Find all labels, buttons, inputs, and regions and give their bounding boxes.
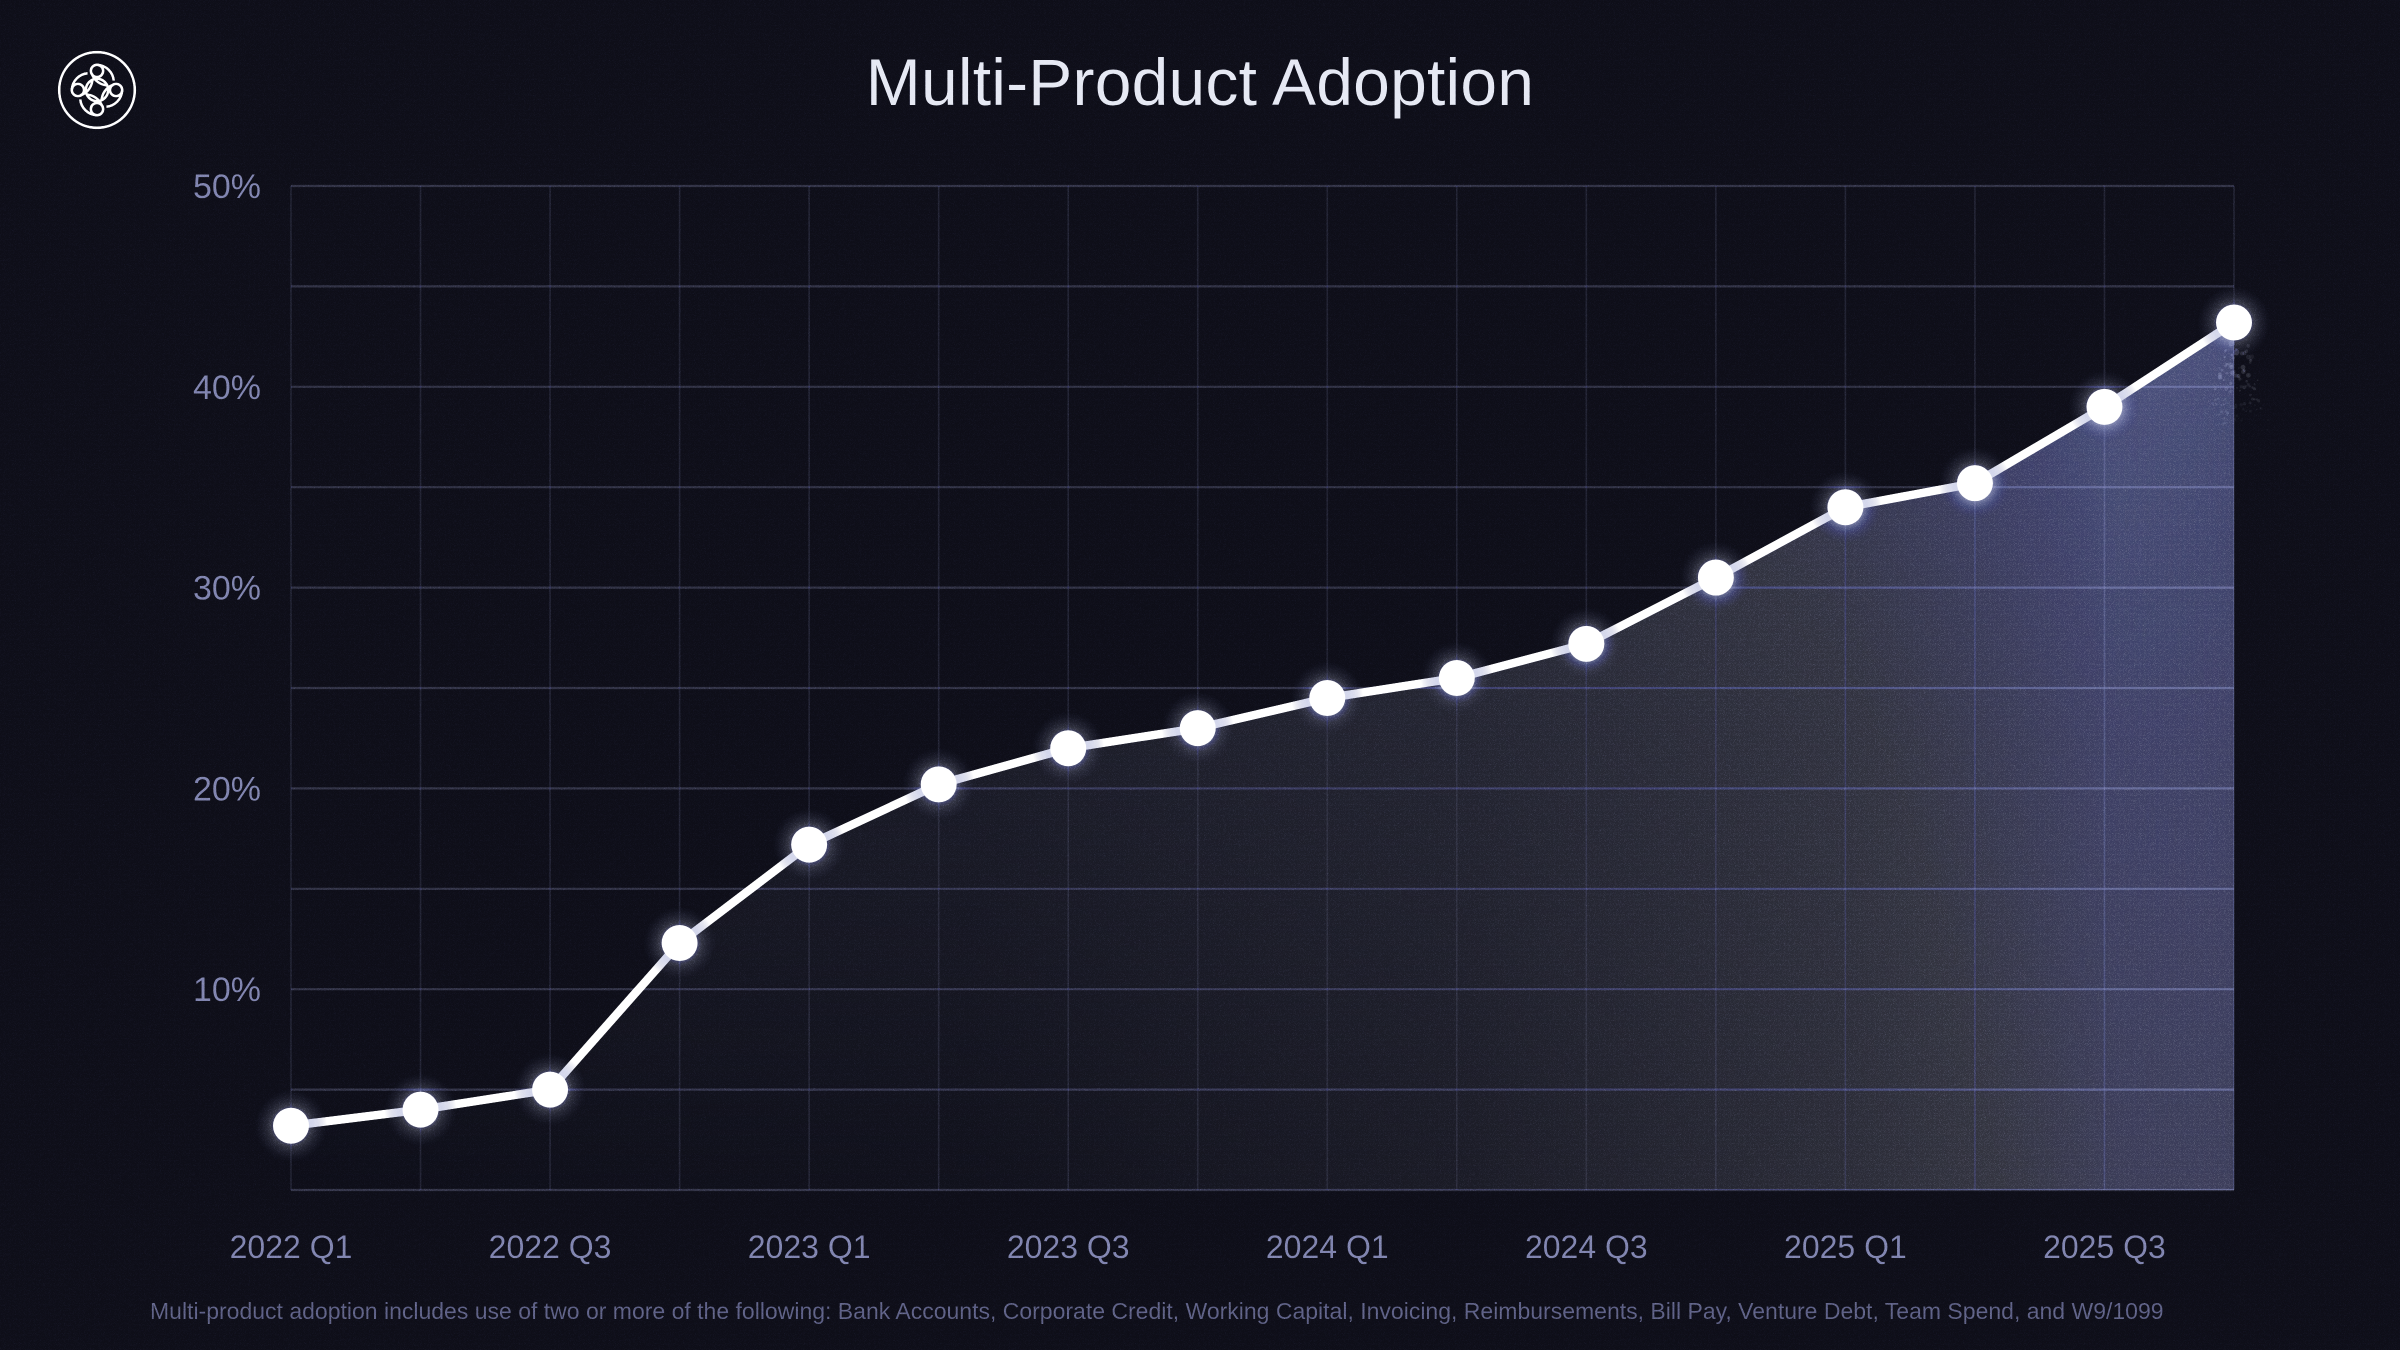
svg-text:20%: 20% [193,770,261,808]
svg-text:2025 Q3: 2025 Q3 [2043,1229,2166,1265]
svg-text:2024 Q3: 2024 Q3 [1525,1229,1648,1265]
svg-text:50%: 50% [193,168,261,206]
svg-text:2023 Q1: 2023 Q1 [748,1229,871,1265]
svg-text:2025 Q1: 2025 Q1 [1784,1229,1907,1265]
svg-text:2022 Q3: 2022 Q3 [489,1229,612,1265]
svg-text:2024 Q1: 2024 Q1 [1266,1229,1389,1265]
svg-text:2022 Q1: 2022 Q1 [230,1229,353,1265]
svg-text:10%: 10% [193,971,261,1009]
svg-text:30%: 30% [193,570,261,608]
svg-text:2023 Q3: 2023 Q3 [1007,1229,1130,1265]
svg-text:40%: 40% [193,369,261,407]
